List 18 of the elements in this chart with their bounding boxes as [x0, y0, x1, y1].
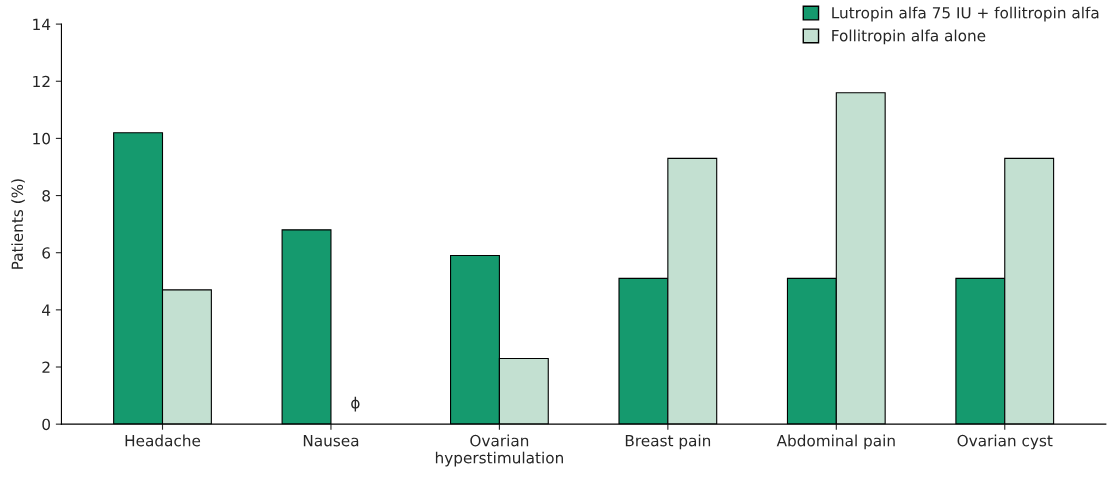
y-tick-label: 8	[42, 190, 50, 202]
legend-label: Follitropin alfa alone	[832, 29, 986, 45]
y-axis-title: Patients (%)	[11, 179, 25, 269]
x-tick-label: Breast pain	[625, 434, 711, 450]
y-tick-label: 4	[42, 304, 51, 316]
x-tick-label: Abdominal pain	[776, 434, 895, 450]
y-tick-label: 12	[33, 75, 50, 88]
annotation: ϕ	[351, 396, 360, 412]
y-tick-label: 2	[42, 361, 50, 373]
y-tick-label: 0	[42, 418, 50, 431]
y-tick-label: 6	[42, 247, 51, 259]
legend-label: Lutropin alfa 75 IU + follitropin alfa	[832, 6, 1099, 22]
x-tick-label: Nausea	[303, 435, 359, 447]
x-tick-label: Ovarian hyperstimulation	[435, 434, 563, 467]
y-tick-label: 10	[33, 132, 50, 145]
y-tick-label: 14	[33, 18, 51, 30]
x-tick-label: Ovarian cyst	[957, 434, 1053, 450]
x-tick-label: Headache	[125, 434, 201, 447]
